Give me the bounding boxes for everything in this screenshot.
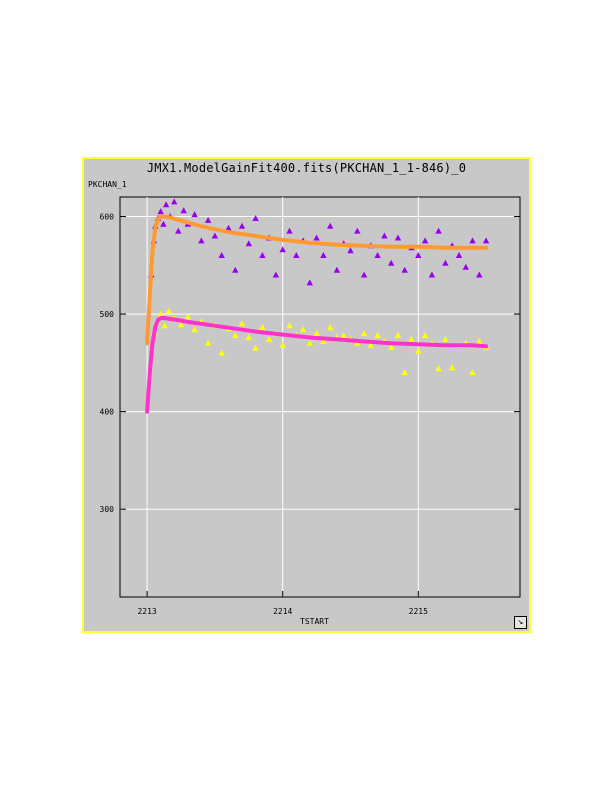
scatter-plot: 2213 2214 2215 300 400 500 600 [100,196,521,616]
y-axis-label: PKCHAN_1 [88,180,127,189]
x-axis-label: TSTART [300,617,329,626]
data-point-1 [354,227,361,234]
data-point-1 [175,227,182,234]
x-tick-label: 2215 [409,607,428,616]
data-point-1 [191,211,198,218]
data-point-1 [180,207,187,214]
data-point-3 [161,322,168,329]
data-point-3 [252,344,259,351]
data-point-1 [482,237,490,244]
plot-window: JMX1.ModelGainFit400.fits(PKCHAN_1_1-846… [82,157,531,633]
x-tick-label: 2213 [137,607,156,616]
data-point-1 [259,252,266,258]
data-point-1 [272,271,280,278]
resize-corner-icon[interactable]: ↘ [514,616,527,629]
data-point-1 [306,279,313,286]
data-point-3 [388,343,395,350]
data-point-3 [218,349,225,356]
fit-line-2 [145,214,489,346]
y-tick-label: 300 [100,505,115,514]
y-tick-label: 600 [100,213,115,222]
data-point-1 [421,237,429,244]
data-point-3 [320,337,327,344]
data-point-1 [157,208,164,215]
data-point-3 [157,310,164,317]
data-point-3 [415,347,422,354]
fit-line-4 [145,316,489,414]
data-point-1 [442,259,449,266]
data-point-3 [238,320,246,327]
data-point-1 [162,201,170,208]
data-point-3 [245,334,252,340]
data-point-3 [421,332,429,338]
data-point-3 [259,324,266,331]
data-point-1 [279,246,286,253]
data-point-1 [428,271,436,278]
data-point-1 [198,237,205,244]
data-point-3 [360,330,368,337]
data-point-1 [232,266,239,273]
data-point-1 [286,227,293,234]
data-point-1 [245,240,252,247]
data-point-3 [191,326,198,333]
data-point-1 [455,252,463,258]
data-point-1 [225,224,232,231]
data-point-1 [320,252,327,258]
data-point-3 [469,369,476,376]
data-point-1 [333,266,341,273]
data-point-3 [367,341,374,348]
data-point-3 [286,322,293,329]
data-point-1 [469,237,476,244]
data-point-1 [435,227,442,234]
data-point-1 [238,222,246,229]
data-point-3 [449,364,456,371]
data-point-1 [327,222,334,229]
data-point-1 [415,252,422,258]
plot-frame [119,196,521,598]
data-point-3 [184,313,191,320]
data-point-1 [293,252,300,258]
data-point-3 [340,332,347,338]
data-point-3 [394,332,402,338]
data-point-1 [347,247,354,254]
data-point-3 [306,339,313,346]
data-point-1 [394,234,402,241]
data-point-3 [299,326,307,333]
data-point-3 [435,365,442,372]
data-point-1 [313,234,320,241]
data-point-1 [476,271,483,278]
data-point-1 [160,220,167,227]
data-point-3 [177,321,185,328]
data-point-3 [327,324,334,331]
data-point-3 [476,337,483,344]
data-point-3 [401,369,408,376]
data-point-1 [374,252,381,258]
data-point-3 [313,330,320,337]
data-point-1 [211,232,219,239]
y-tick-label: 500 [100,310,115,319]
data-point-1 [401,266,408,273]
data-point-1 [360,271,368,278]
data-point-1 [252,215,259,221]
data-point-1 [218,252,225,258]
data-point-3 [374,332,381,338]
data-point-3 [204,339,212,346]
chart-title: JMX1.ModelGainFit400.fits(PKCHAN_1_1-846… [146,161,467,175]
y-tick-label: 400 [100,408,115,417]
data-point-3 [266,335,273,342]
data-point-1 [171,198,178,205]
data-point-3 [442,335,449,342]
data-point-3 [165,307,172,314]
data-point-1 [381,232,388,239]
data-point-1 [388,259,395,266]
x-tick-label: 2214 [273,607,292,616]
data-point-3 [279,341,286,348]
data-point-1 [462,263,469,270]
data-point-3 [408,335,415,342]
data-point-3 [232,332,239,338]
data-point-1 [204,216,212,223]
